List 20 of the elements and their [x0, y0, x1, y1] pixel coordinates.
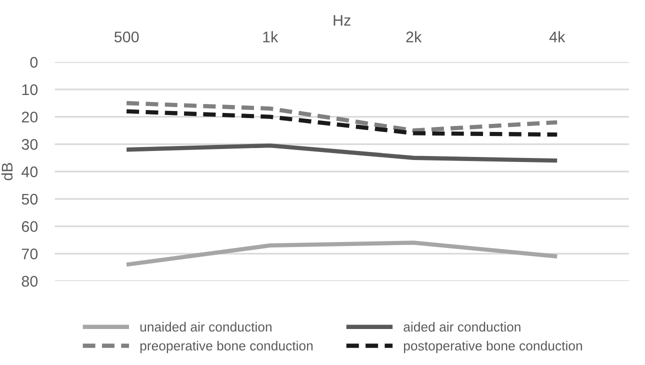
- y-axis-title: dB: [1, 163, 13, 180]
- x-tick-label: 1k: [263, 31, 278, 42]
- y-tick-label: 10: [22, 84, 38, 96]
- x-axis-title: Hz: [334, 15, 350, 26]
- y-tick-label: 30: [22, 139, 38, 150]
- y-tick-label: 0: [30, 56, 38, 68]
- y-tick-label: 50: [22, 194, 38, 205]
- y-tick-label: 40: [22, 166, 38, 178]
- legend-label: preoperative bone conduction: [140, 340, 313, 354]
- x-tick-label: 2k: [406, 31, 422, 42]
- x-tick-label: 4k: [549, 31, 566, 42]
- y-tick-label: 60: [22, 221, 38, 232]
- y-tick-label: 20: [22, 112, 38, 122]
- x-tick-label: 500: [114, 32, 139, 42]
- y-tick-label: 80: [22, 276, 38, 287]
- legend-label: aided air conduction: [404, 322, 520, 332]
- legend-label: unaided air conduction: [140, 322, 272, 332]
- line-series: [124, 240, 560, 267]
- y-tick-label: 70: [22, 248, 38, 260]
- legend-label: postoperative bone conduction: [404, 340, 582, 354]
